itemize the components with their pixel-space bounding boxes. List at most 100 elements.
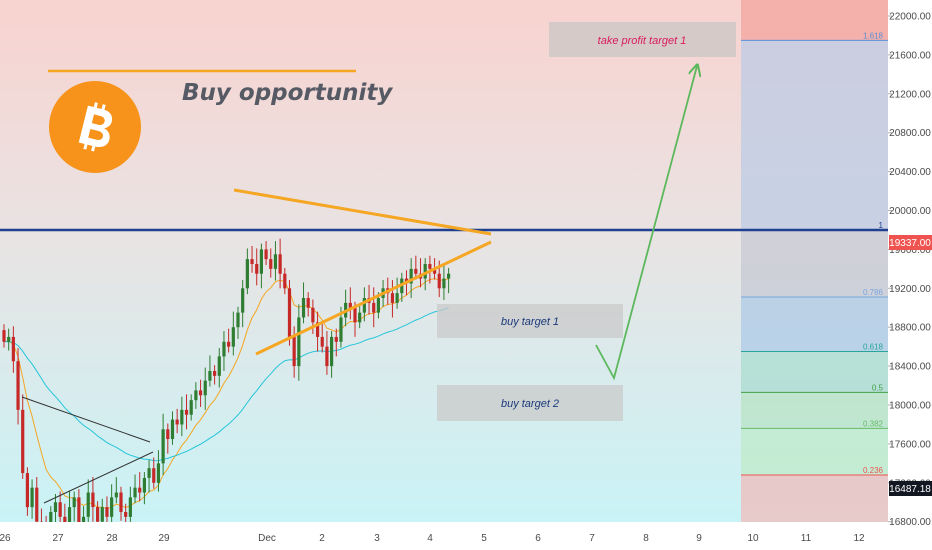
price-tick-label: 18400.00 (889, 362, 931, 373)
candle-body (72, 497, 76, 508)
candle-body (86, 492, 90, 517)
candle-body (241, 288, 245, 313)
candle-body (358, 312, 362, 323)
candle-body (306, 298, 310, 308)
fib-level-label: 0.786 (863, 288, 884, 297)
candle-body (255, 263, 259, 274)
candle-body (264, 249, 268, 260)
candle-body (320, 336, 324, 347)
price-tick-label: 20800.00 (889, 128, 931, 139)
candle-body (180, 409, 184, 425)
candle-body (334, 336, 338, 342)
price-tick-label: 16800.00 (889, 517, 931, 528)
buy-target-2-box[interactable]: buy target 2 (437, 385, 623, 421)
fib-zone (741, 297, 888, 352)
svg-text:19337.00: 19337.00 (889, 238, 931, 249)
fib-zone (741, 229, 888, 298)
fib-zone (741, 428, 888, 476)
buy-target-2-label: buy target 2 (501, 398, 559, 410)
price-tick-label: 19600.00 (889, 245, 931, 256)
time-tick-label: 5 (481, 533, 487, 544)
fib-level-label: 1 (879, 221, 884, 230)
time-tick-label: 29 (158, 533, 170, 544)
candle-body (250, 259, 254, 264)
triangle-lower-trendline (255, 240, 492, 356)
trend-drawings[interactable] (0, 188, 888, 550)
candle-body (283, 273, 287, 289)
time-tick-label: 6 (535, 533, 541, 544)
candle-body (81, 516, 86, 527)
candle-body (311, 307, 315, 323)
price-axis[interactable] (888, 0, 932, 550)
price-tick-label: 17600.00 (889, 439, 931, 450)
candle-body (414, 268, 418, 274)
candle-body (119, 492, 123, 512)
buy-target-1-box[interactable]: buy target 1 (437, 304, 623, 338)
candle-body (100, 507, 104, 522)
early-triangle-lower (43, 451, 154, 504)
candle-body (330, 336, 334, 367)
candle-body (428, 263, 432, 269)
fib-level-label: 0.382 (863, 419, 884, 428)
candle-body (96, 507, 100, 522)
candle-body (156, 463, 161, 483)
chart-background (0, 0, 888, 522)
candle-body (372, 302, 376, 313)
candle-body (77, 497, 81, 527)
candle-body (259, 249, 263, 274)
svg-text:16487.18: 16487.18 (889, 484, 931, 495)
candle-body (432, 268, 437, 274)
candle-body (25, 473, 29, 508)
candle-body (297, 317, 301, 367)
price-tick-label: 20400.00 (889, 167, 931, 178)
time-tick-label: 26 (0, 533, 11, 544)
candle-body (198, 390, 203, 396)
candle-body (114, 492, 118, 498)
fib-zone (741, 0, 888, 41)
candle-body (142, 477, 146, 493)
time-tick-label: 10 (747, 533, 759, 544)
candle-body (217, 356, 221, 376)
fib-zone (741, 40, 888, 230)
candle-body (30, 487, 34, 508)
candle-body (339, 317, 343, 342)
take-profit-target-1-label: take profit target 1 (598, 35, 687, 47)
time-axis[interactable] (0, 522, 888, 550)
time-tick-label: 28 (106, 533, 118, 544)
fib-level-label: 0.5 (872, 383, 884, 392)
time-axis-ticks: 26 27 28 29 Dec 2 3 4 5 6 7 8 9 10 11 12 (0, 533, 865, 544)
candle-body (7, 336, 11, 342)
candle-body (67, 507, 72, 532)
candle-body (133, 487, 137, 498)
candle-body (325, 346, 329, 367)
candle-body (301, 298, 306, 318)
candle-body (124, 511, 128, 517)
buy-target-1-label: buy target 1 (501, 316, 559, 328)
take-profit-target-1-box[interactable]: take profit target 1 (549, 22, 736, 57)
candle-body (21, 409, 25, 474)
candle-body (442, 278, 446, 289)
time-tick-label: 11 (801, 533, 812, 544)
current-price-label: 19337.00 (889, 235, 932, 250)
candle-body (423, 263, 427, 279)
candle-body (213, 370, 217, 376)
time-tick-label: 8 (643, 533, 649, 544)
candle-body (348, 302, 352, 308)
candle-body (208, 370, 212, 381)
candle-body (11, 336, 15, 362)
time-tick-label: Dec (258, 533, 276, 544)
projection-arrow[interactable] (595, 66, 697, 381)
candle-body (227, 341, 231, 347)
candle-body (53, 502, 58, 512)
headline: Buy opportunity (182, 80, 393, 106)
time-tick-label: 9 (696, 533, 702, 544)
price-tick-label: 22000.00 (889, 12, 931, 23)
support-price-label: 16487.18 (889, 481, 932, 496)
price-tick-label: 19200.00 (889, 284, 931, 295)
candle-body (110, 497, 114, 517)
candle-body (287, 288, 292, 337)
candle-body (152, 468, 156, 483)
